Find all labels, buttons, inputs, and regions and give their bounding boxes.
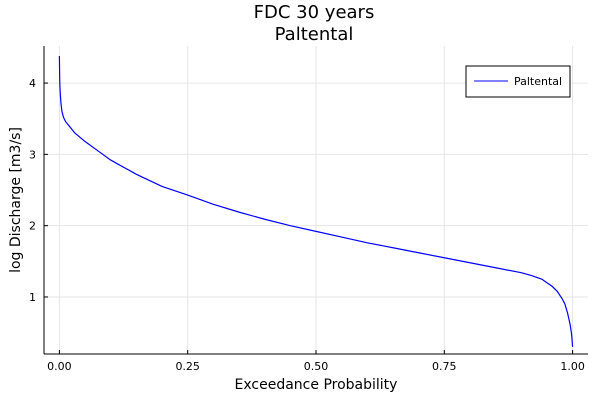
series-line-paltental	[58, 55, 574, 347]
tick-labels: 0.00 0.25 0.50 0.75 1.00 1 2 3 4	[29, 77, 585, 373]
y-tick-label: 3	[29, 148, 36, 161]
x-tick-label: 1.00	[560, 360, 585, 373]
y-tick-label: 2	[29, 220, 36, 233]
y-tick-label: 4	[29, 77, 36, 90]
y-axis-label: log Discharge [m3/s]	[8, 127, 24, 273]
x-tick-label: 0.50	[304, 360, 329, 373]
chart-title: FDC 30 years	[254, 2, 375, 23]
x-tick-label: 0.00	[47, 360, 72, 373]
legend: Paltental	[465, 65, 571, 98]
series-layer	[58, 55, 574, 347]
y-tick-label: 1	[29, 291, 36, 304]
chart-subtitle: Paltental	[275, 24, 354, 45]
x-tick-label: 0.25	[175, 360, 200, 373]
x-tick-label: 0.75	[432, 360, 457, 373]
legend-label: Paltental	[514, 75, 562, 88]
x-axis-label: Exceedance Probability	[235, 377, 398, 393]
